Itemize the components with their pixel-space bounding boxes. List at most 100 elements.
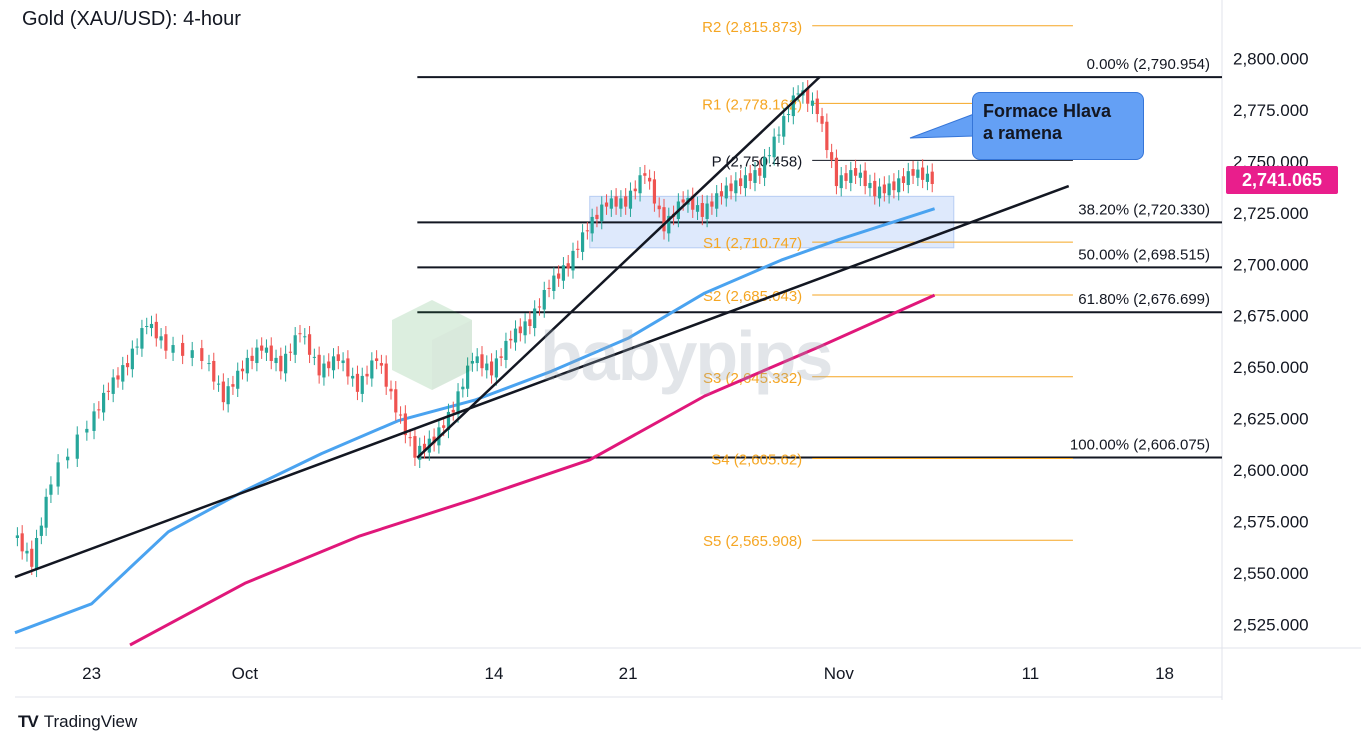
candle-body (470, 360, 475, 364)
candle-body (772, 136, 776, 158)
candle-body (480, 354, 484, 369)
candle-body (451, 409, 455, 413)
candle-body (691, 195, 695, 210)
candle-body (216, 383, 221, 385)
candle-body (561, 265, 566, 281)
candle-body (274, 357, 278, 364)
candle-body (844, 173, 848, 181)
candle-body (715, 193, 719, 209)
candle-body (327, 361, 331, 369)
candle-body (614, 196, 618, 207)
x-tick-label: Oct (232, 664, 259, 683)
candle-body (475, 356, 479, 364)
candle-body (456, 391, 460, 415)
candle-body (303, 336, 307, 338)
candle-body (231, 384, 235, 387)
candle-body (489, 361, 494, 376)
candle-body (394, 389, 398, 413)
candle-body (590, 216, 594, 234)
candle-body (130, 348, 134, 370)
candle-body (806, 88, 810, 104)
candle-body (566, 263, 570, 269)
fibonacci-level-label: 100.00% (2,606.075) (1070, 437, 1210, 454)
candle-body (25, 550, 29, 554)
candle-body (557, 273, 561, 279)
candle-body (657, 205, 661, 210)
candle-body (75, 434, 79, 459)
candle-body (667, 215, 671, 234)
candle-body (834, 157, 839, 187)
footer-brand: TradingView (43, 712, 138, 731)
candle-body (293, 335, 297, 355)
candle-body (537, 306, 542, 308)
candle-body (398, 414, 403, 416)
candle-body (619, 198, 623, 209)
candle-body (384, 363, 388, 387)
candle-body (705, 203, 709, 219)
candle-body (111, 377, 115, 394)
candle-body (269, 345, 273, 361)
candle-body (85, 428, 89, 433)
candle-body (547, 287, 551, 289)
candle-body (149, 323, 154, 329)
babypips-watermark-text: babypips (540, 317, 833, 395)
candle-body (264, 347, 269, 353)
candle-body (849, 170, 853, 183)
candle-body (782, 116, 786, 137)
candle-body (365, 373, 369, 377)
candle-body (255, 347, 259, 364)
candle-body (408, 437, 412, 439)
candle-body (212, 360, 216, 382)
x-tick-label: 18 (1155, 664, 1174, 683)
y-tick-label: 2,775.000 (1233, 101, 1309, 120)
tradingview-logo-icon: TV (18, 712, 39, 731)
candle-body (116, 375, 120, 380)
candle-body (863, 170, 867, 187)
y-tick-label: 2,550.000 (1233, 564, 1309, 583)
candle-body (925, 173, 930, 182)
candle-body (523, 321, 527, 336)
fibonacci-level-label: 50.00% (2,698.515) (1078, 246, 1210, 263)
candle-body (307, 334, 312, 355)
head-shoulders-callout[interactable]: Formace Hlava a ramena (972, 92, 1144, 160)
candle-body (825, 121, 829, 151)
candle-body (351, 375, 355, 379)
candle-body (92, 411, 96, 431)
candle-body (20, 533, 24, 552)
candle-body (719, 191, 724, 197)
candle-body (695, 205, 700, 212)
candle-body (360, 375, 364, 394)
candle-body (786, 114, 791, 116)
candle-body (466, 365, 470, 389)
candle-body (509, 338, 513, 341)
candle-body (724, 185, 728, 199)
candle-body (171, 345, 175, 353)
candle-body (777, 134, 781, 136)
candle-body (877, 186, 882, 199)
pivot-label: S1 (2,710.747) (703, 235, 802, 252)
x-tick-label: 14 (485, 664, 504, 683)
candle-body (648, 177, 652, 182)
candle-body (331, 356, 336, 371)
candle-body (284, 353, 288, 374)
candle-body (820, 116, 824, 124)
candle-body (494, 358, 498, 378)
candle-body (858, 172, 862, 178)
candle-body (30, 548, 34, 567)
y-tick-label: 2,625.000 (1233, 410, 1309, 429)
candle-body (260, 345, 264, 351)
pivot-label: S2 (2,685.043) (703, 288, 802, 305)
tradingview-footer[interactable]: TV TradingView (18, 712, 137, 732)
y-tick-label: 2,650.000 (1233, 358, 1309, 377)
candle-body (145, 326, 149, 327)
candle-body (221, 381, 225, 403)
candle-body (504, 340, 508, 360)
callout-line-1: Formace Hlava (983, 101, 1112, 121)
callout-pointer (909, 113, 975, 139)
candle-body (322, 363, 326, 378)
candle-body (916, 169, 920, 178)
candle-body (317, 354, 321, 376)
candle-body (312, 356, 316, 358)
pivot-label: R2 (2,815.873) (702, 19, 802, 36)
